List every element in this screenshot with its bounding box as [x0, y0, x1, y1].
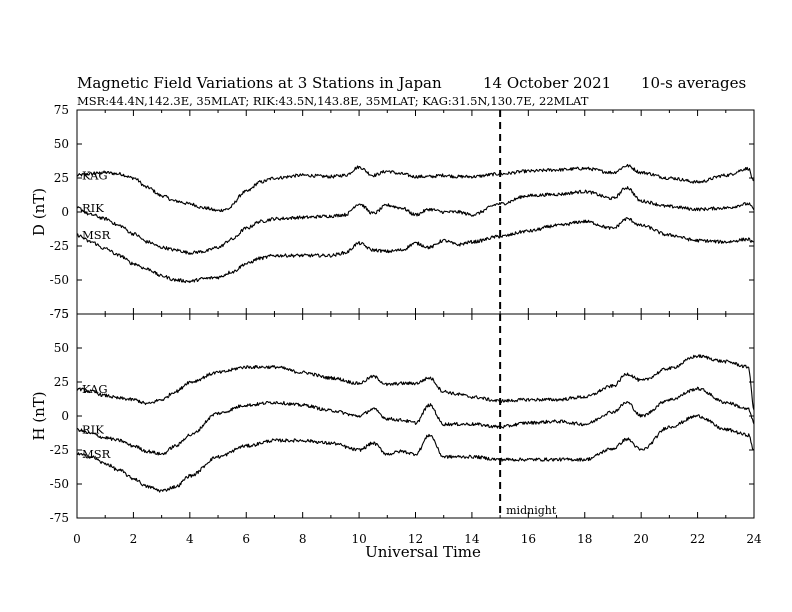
panel-1-frame — [76, 109, 755, 315]
panel-1-ytick-label: 50 — [54, 137, 69, 151]
panel-2-ytick-label: -50 — [50, 477, 69, 491]
panel-2-frame — [76, 313, 755, 519]
chart-title: Magnetic Field Variations at 3 Stations … — [77, 74, 442, 92]
midnight-label: midnight — [506, 504, 557, 517]
panel-2-ytick-label: 75 — [54, 307, 69, 321]
panel-1-series-kag — [76, 163, 755, 213]
stations-info: MSR:44.4N,142.3E, 35MLAT; RIK:43.5N,143.… — [77, 94, 589, 108]
panel-2-label-kag: KAG — [82, 382, 108, 396]
panel-1-ytick-label: 0 — [61, 205, 69, 219]
x-axis-label: Universal Time — [365, 543, 481, 561]
panel-2-ylabel: H (nT) — [30, 391, 48, 440]
xtick-label: 0 — [73, 532, 81, 546]
panel-1-series-rik — [76, 186, 755, 255]
panel-1-series-msr — [76, 217, 755, 284]
chart-date: 14 October 2021 — [483, 74, 611, 92]
chart-averaging: 10-s averages — [641, 74, 746, 92]
xtick-label: 20 — [634, 532, 649, 546]
xtick-label: 18 — [577, 532, 592, 546]
panel-2-ytick-label: -25 — [50, 443, 69, 457]
panel-1-ylabel: D (nT) — [30, 188, 48, 236]
panel-2-ytick-label: 50 — [54, 341, 69, 355]
panel-2-ytick-label: 25 — [54, 375, 69, 389]
panel-2-ytick-label: 0 — [61, 409, 69, 423]
panel-1-ytick-label: -75 — [50, 307, 69, 321]
panel-2-series-msr — [77, 414, 755, 493]
panel-2-ytick-label: -75 — [50, 511, 69, 525]
panel-1-ytick-label: -50 — [50, 273, 69, 287]
panel-2-label-msr: MSR — [82, 447, 111, 461]
panel-1-label-kag: KAG — [82, 168, 108, 182]
panel-1-ytick-label: 25 — [54, 171, 69, 185]
panel-1-ytick-label: 75 — [54, 103, 69, 117]
xtick-label: 14 — [464, 532, 480, 546]
xtick-label: 24 — [746, 532, 762, 546]
panel-1-ytick-label: -25 — [50, 239, 69, 253]
xtick-label: 2 — [130, 532, 138, 546]
xtick-label: 22 — [690, 532, 705, 546]
plot-area: 75 50 25 0 -25 -50 -75 D (nT) KAG RIK MSR 75 50 25 0 -2… — [30, 103, 762, 546]
panel-1-label-msr: MSR — [82, 228, 111, 242]
panel-1-label-rik: RIK — [82, 201, 104, 215]
xtick-label: 8 — [299, 532, 307, 546]
panel-2-series-kag — [76, 354, 755, 411]
xtick-label: 12 — [408, 532, 423, 546]
xtick-label: 16 — [521, 532, 536, 546]
xtick-label: 10 — [351, 532, 366, 546]
panel-2-series-rik — [76, 386, 755, 456]
xtick-label: 6 — [242, 532, 250, 546]
xtick-label: 4 — [186, 532, 194, 546]
panel-2-label-rik: RIK — [82, 423, 104, 437]
